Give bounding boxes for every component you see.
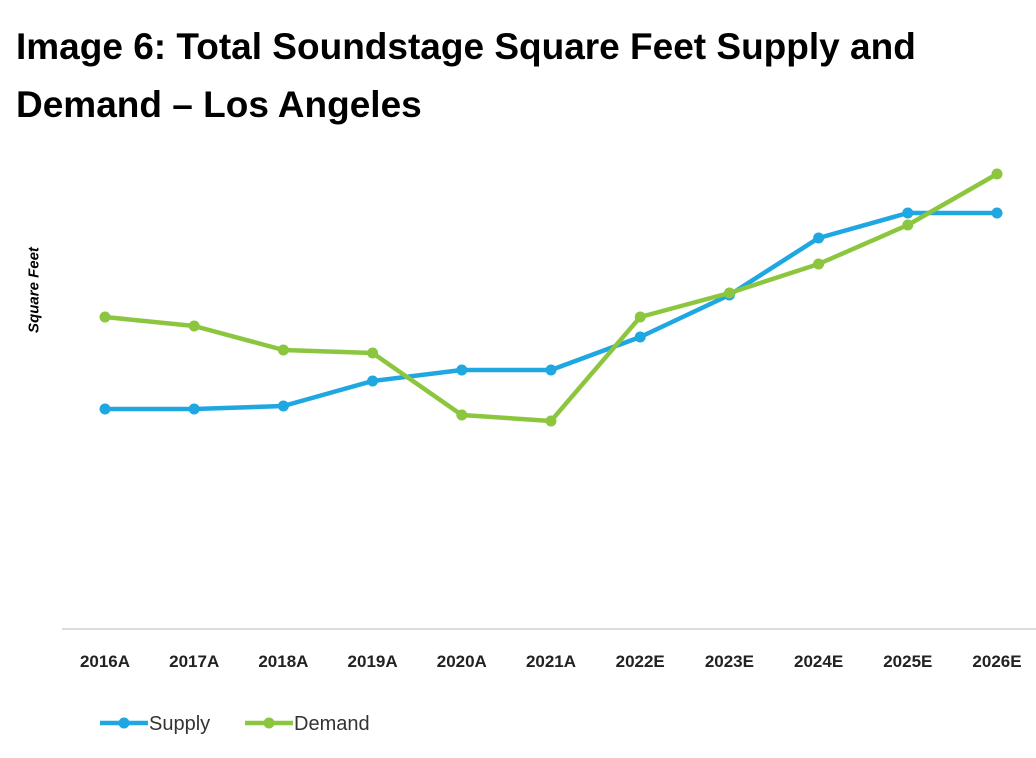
supply-point xyxy=(99,403,111,415)
supply-point xyxy=(545,364,557,376)
demand-point xyxy=(367,347,379,359)
supply-point xyxy=(456,364,468,376)
x-tick-label: 2019A xyxy=(348,652,398,671)
supply-point xyxy=(813,232,825,244)
demand-point xyxy=(188,320,200,332)
demand-point xyxy=(456,409,468,421)
legend-marker xyxy=(118,717,130,729)
legend-item-supply: Supply xyxy=(100,713,210,735)
x-tick-label: 2017A xyxy=(169,652,219,671)
series-supply xyxy=(99,207,1003,415)
legend-label: Supply xyxy=(149,713,210,735)
supply-point xyxy=(634,331,646,343)
series-demand xyxy=(99,168,1003,427)
supply-point xyxy=(367,375,379,387)
demand-point xyxy=(277,344,289,356)
x-tick-label: 2025E xyxy=(883,652,932,671)
demand-point xyxy=(99,311,111,323)
legend-item-demand: Demand xyxy=(245,713,370,735)
x-tick-label: 2018A xyxy=(258,652,308,671)
supply-point xyxy=(991,207,1003,219)
supply-point xyxy=(902,207,914,219)
supply-point xyxy=(277,400,289,412)
x-tick-label: 2024E xyxy=(794,652,843,671)
demand-point xyxy=(902,219,914,231)
demand-point xyxy=(991,168,1003,180)
x-tick-label: 2021A xyxy=(526,652,576,671)
x-tick-label: 2022E xyxy=(616,652,665,671)
x-tick-label: 2026E xyxy=(972,652,1021,671)
demand-point xyxy=(634,311,646,323)
demand-point xyxy=(723,287,735,299)
supply-point xyxy=(188,403,200,415)
chart-title: Image 6: Total Soundstage Square Feet Su… xyxy=(16,26,916,125)
x-tick-label: 2016A xyxy=(80,652,130,671)
x-tick-label: 2023E xyxy=(705,652,754,671)
legend-marker xyxy=(263,717,275,729)
demand-point xyxy=(545,415,557,427)
x-tick-label: 2020A xyxy=(437,652,487,671)
legend-label: Demand xyxy=(294,713,370,735)
demand-line xyxy=(104,172,999,424)
demand-point xyxy=(813,258,825,270)
